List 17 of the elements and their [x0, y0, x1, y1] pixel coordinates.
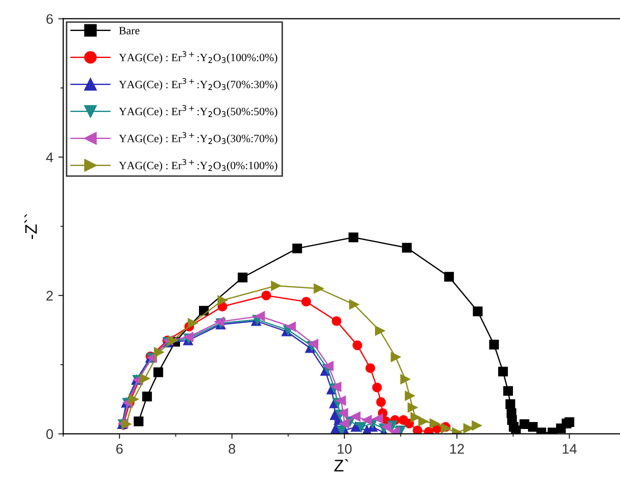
x-tick-label: 14: [562, 444, 577, 454]
legend-label: YAG(Ce) : Er$^{3+}$:Y$_{2}$O$_{3}$(30%:70%): [118, 132, 278, 144]
legend-label: YAG(Ce) : Er$^{3+}$:Y$_{2}$O$_{3}$(70%:30%): [118, 78, 278, 90]
y-axis-title: -Z``: [24, 214, 37, 239]
x-tick-label: 10: [338, 444, 352, 454]
legend-label: Bare: [119, 27, 140, 34]
legend-label: YAG(Ce) : Er$^{3+}$:Y$_{2}$O$_{3}$(0%:100%): [118, 159, 278, 172]
x-tick-label: 12: [450, 444, 464, 454]
y-tick-label: 2: [46, 290, 53, 301]
y-tick-label: 4: [46, 152, 54, 162]
x-axis-title: Z`: [334, 459, 348, 472]
legend-label: YAG(Ce) : Er$^{3+}$:Y$_{2}$O$_{3}$(100%:0%): [118, 51, 278, 64]
legend-label: YAG(Ce) : Er$^{3+}$:Y$_{2}$O$_{3}$(50%:50%): [118, 105, 278, 118]
y-tick-label: 6: [46, 14, 53, 24]
y-tick-label: 0: [46, 429, 53, 440]
x-tick-label: 8: [228, 444, 236, 454]
x-tick-label: 6: [116, 444, 123, 454]
